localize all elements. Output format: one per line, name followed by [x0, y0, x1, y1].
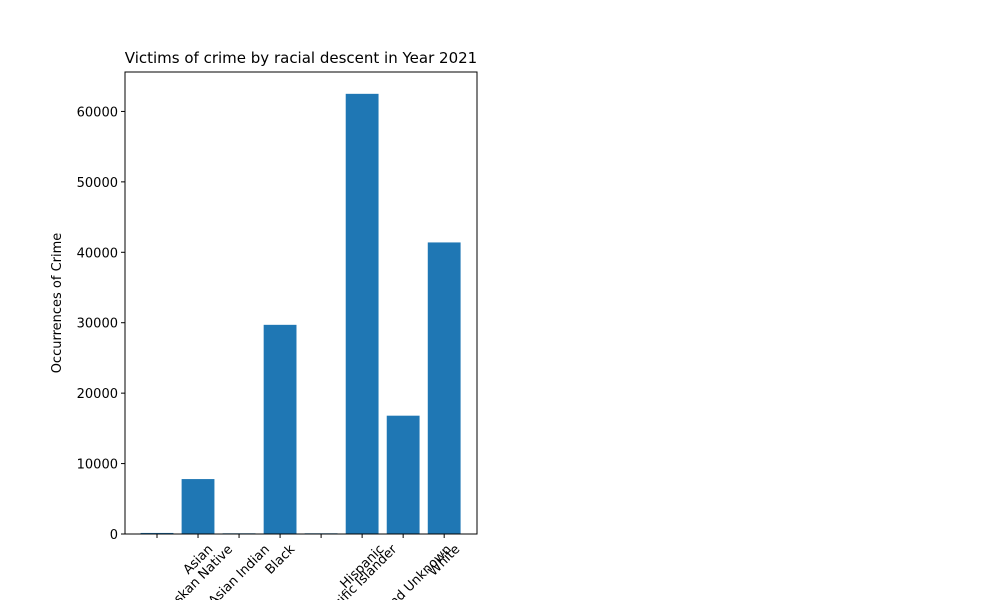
bar	[345, 93, 379, 535]
bar	[427, 242, 461, 534]
y-tick-label: 60000	[77, 105, 118, 120]
bar	[263, 324, 297, 534]
y-axis-label: Occurrences of Crime	[50, 233, 65, 374]
plot-frame	[124, 71, 478, 535]
y-tick-label: 50000	[77, 176, 118, 191]
y-tick-label: 0	[110, 528, 118, 543]
bar	[140, 532, 174, 534]
y-tick-label: 40000	[77, 246, 118, 261]
y-tick-label: 10000	[77, 458, 118, 473]
y-tick-label: 30000	[77, 317, 118, 332]
bar	[386, 415, 420, 534]
x-tick-label: Black	[263, 542, 299, 578]
chart-title: Victims of crime by racial descent in Ye…	[125, 49, 477, 67]
y-tick-label: 20000	[77, 387, 118, 402]
bar	[181, 479, 215, 534]
